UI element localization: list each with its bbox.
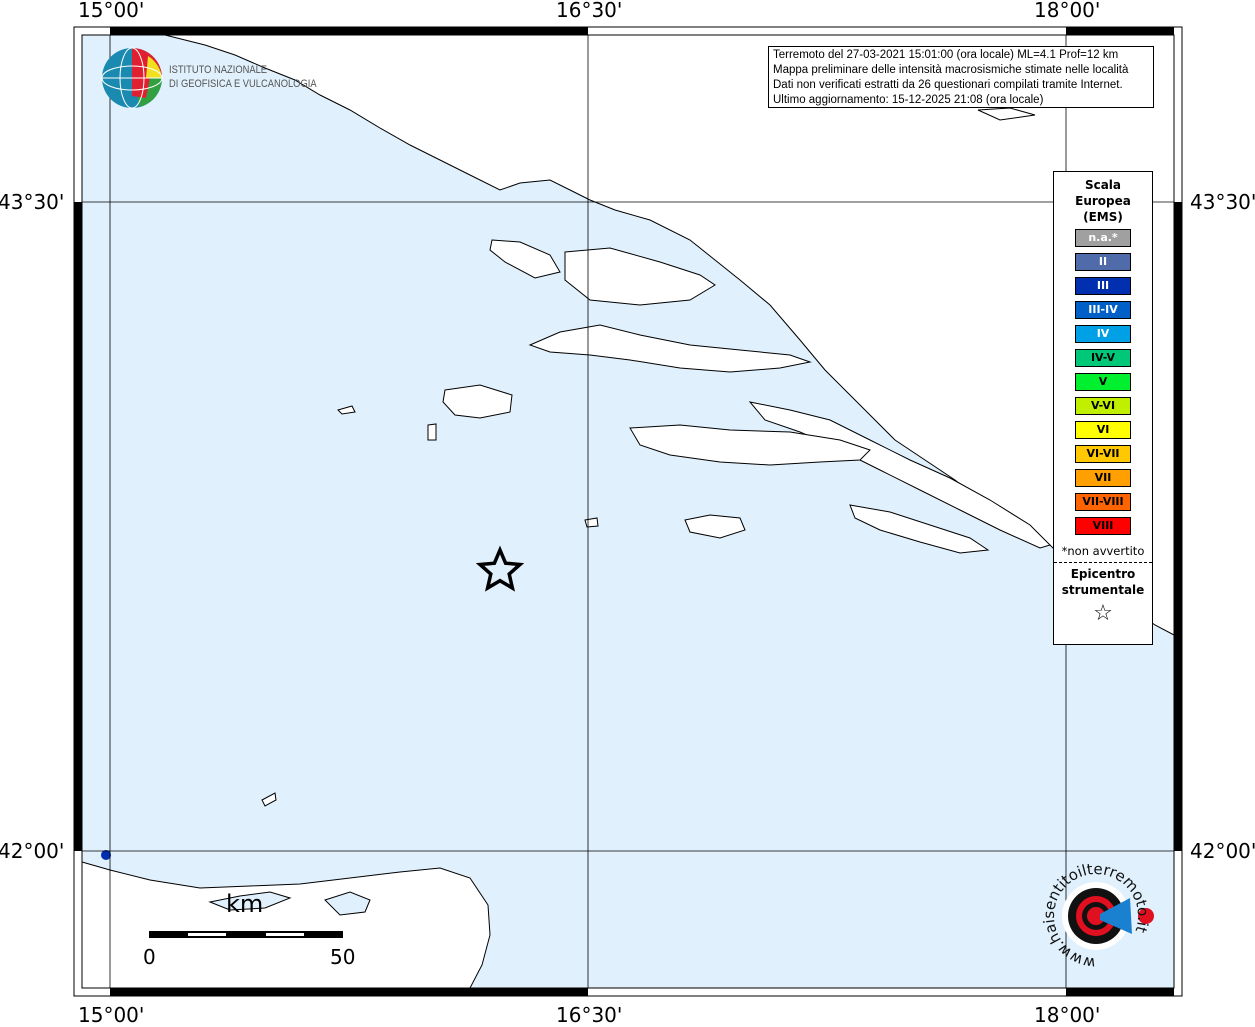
island-brac: [564, 247, 716, 306]
legend-note: *non avvertito: [1061, 544, 1145, 558]
tremiti-island: [208, 891, 292, 911]
legend-item: II: [1075, 253, 1131, 271]
legend-item: VIII: [1075, 517, 1131, 535]
ems-legend: Scala Europea (EMS) n.a.* II III III-IV IV IV…: [1053, 171, 1153, 645]
legend-item: n.a.*: [1075, 229, 1131, 247]
legend-title-line: (EMS): [1083, 210, 1123, 224]
info-line-data: Dati non verificati estratti da 26 quest…: [773, 79, 1123, 91]
scale-unit: km: [226, 890, 264, 918]
island-mljet: [849, 504, 990, 554]
legend-title: Scala Europea (EMS): [1054, 177, 1152, 225]
scale-start: 0: [143, 945, 156, 969]
info-line-updated: Ultimo aggiornamento: 15-12-2025 21:08 (…: [773, 94, 1044, 106]
island-small: [977, 107, 1036, 121]
italy-gargano: [81, 861, 491, 989]
island-vis: [442, 384, 513, 419]
island-hvar: [528, 324, 812, 373]
island-solta: [489, 239, 561, 279]
info-line-event: Terremoto del 27-03-2021 15:01:00 (ora l…: [773, 49, 1119, 61]
lon-label-top-3: 18°00': [1034, 0, 1101, 22]
legend-title-line: Europea: [1075, 194, 1131, 208]
island-korcula: [629, 424, 871, 466]
info-line-map: Mappa preliminare delle intensità macros…: [773, 64, 1129, 76]
tremiti-island: [324, 891, 371, 916]
lon-label-bottom-1: 15°00': [78, 1003, 145, 1027]
legend-item: III: [1075, 277, 1131, 295]
epicenter-star-legend-icon: ☆: [1093, 601, 1113, 626]
lat-label-left-1: 43°30': [0, 190, 65, 214]
svg-text:www.haisentitoilterremoto.it: www.haisentitoilterremoto.it: [1040, 860, 1152, 972]
lat-label-left-2: 42°00': [0, 839, 65, 863]
island-small: [337, 405, 356, 415]
epicenter-title-line: Epicentro: [1070, 567, 1136, 581]
lon-label-bottom-2: 16°30': [556, 1003, 623, 1027]
island-small: [584, 517, 599, 528]
legend-item: V: [1075, 373, 1131, 391]
ingv-logo-globe: [101, 47, 163, 109]
legend-item: IV: [1075, 325, 1131, 343]
ingv-logo-text: ISTITUTO NAZIONALE DI GEOFISICA E VULCAN…: [169, 63, 317, 91]
legend-item: IV-V: [1075, 349, 1131, 367]
frame-ticks: [74, 27, 1182, 996]
epicenter-star-icon: [475, 545, 525, 592]
island-small: [427, 423, 437, 441]
epicenter-legend-title: Epicentro strumentale: [1054, 566, 1152, 598]
legend-item: VII-VIII: [1075, 493, 1131, 511]
lon-label-top-2: 16°30': [556, 0, 623, 22]
lat-label-right-1: 43°30': [1190, 190, 1255, 214]
legend-item: III-IV: [1075, 301, 1131, 319]
legend-divider: [1054, 562, 1152, 563]
lon-label-bottom-3: 18°00': [1034, 1003, 1101, 1027]
ingv-line-1: ISTITUTO NAZIONALE: [169, 64, 268, 76]
ingv-line-2: DI GEOFISICA E VULCANOLOGIA: [169, 78, 317, 90]
scale-bar: [149, 931, 343, 938]
lat-label-right-2: 42°00': [1190, 839, 1255, 863]
legend-item: VI: [1075, 421, 1131, 439]
legend-title-line: Scala: [1084, 178, 1122, 192]
hsit-logo-text: www.haisentitoilterremoto.it: [1040, 860, 1152, 972]
epicenter-title-line: strumentale: [1061, 583, 1145, 597]
island-lastovo: [684, 514, 746, 539]
legend-item: VII: [1075, 469, 1131, 487]
legend-item: V-VI: [1075, 397, 1131, 415]
hsit-logo: [1062, 882, 1154, 950]
lon-label-top-1: 15°00': [78, 0, 145, 22]
scale-end: 50: [330, 945, 356, 969]
legend-item: VI-VII: [1075, 445, 1131, 463]
island-small: [261, 792, 277, 807]
hsit-url: www.haisentitoilterremoto.it: [1040, 860, 1152, 972]
event-info-box: Terremoto del 27-03-2021 15:01:00 (ora l…: [768, 46, 1154, 108]
legend-items: n.a.* II III III-IV IV IV-V V V-VI VI VI-VII VII VI…: [1054, 229, 1152, 535]
intensity-marker: [101, 850, 111, 860]
